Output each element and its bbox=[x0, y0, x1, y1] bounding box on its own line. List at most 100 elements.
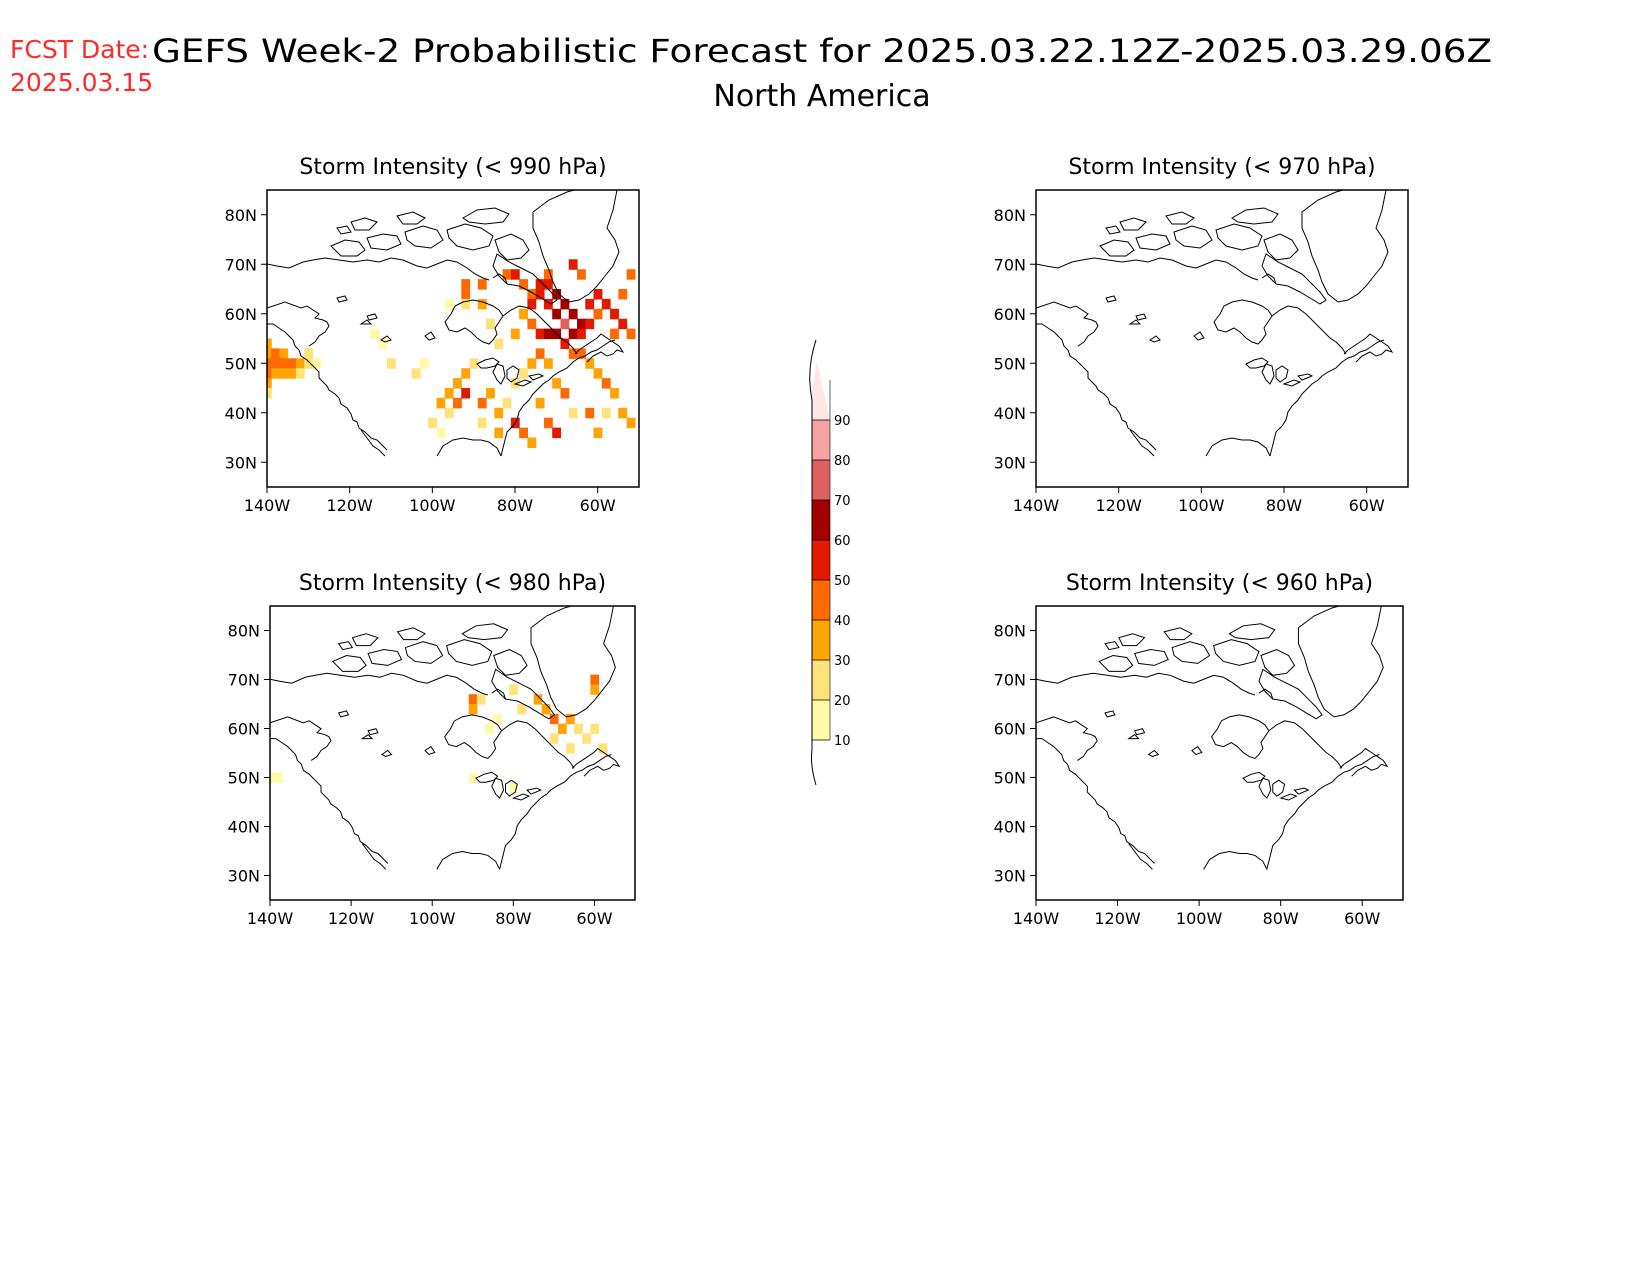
probability-cell bbox=[461, 368, 471, 379]
lon-tick-label: 120W bbox=[326, 496, 373, 515]
probability-cell bbox=[267, 348, 272, 359]
colorbar-label: 60 bbox=[834, 534, 851, 549]
lat-tick-label: 60N bbox=[228, 720, 260, 739]
lon-tick-label: 120W bbox=[328, 909, 375, 928]
probability-cell bbox=[287, 358, 297, 369]
lat-tick-label: 80N bbox=[994, 622, 1026, 641]
probability-cell bbox=[560, 318, 570, 330]
probability-cell bbox=[590, 684, 600, 695]
probability-cell bbox=[494, 427, 504, 439]
probability-cell bbox=[461, 279, 471, 290]
probability-cell bbox=[453, 378, 462, 389]
probability-cell bbox=[585, 318, 595, 330]
probability-cell bbox=[535, 289, 545, 300]
probability-cell bbox=[527, 437, 537, 448]
colorbar-segment bbox=[812, 700, 830, 740]
lat-tick-label: 80N bbox=[225, 206, 257, 225]
lat-tick-label: 30N bbox=[994, 867, 1026, 886]
lat-tick-label: 50N bbox=[225, 354, 257, 373]
probability-cell bbox=[494, 338, 504, 349]
probability-cell bbox=[541, 704, 551, 715]
probability-cell bbox=[510, 328, 520, 340]
lon-tick-label: 80W bbox=[1266, 496, 1302, 515]
lon-tick-label: 60W bbox=[576, 909, 612, 928]
colorbar-segment bbox=[812, 500, 830, 540]
map-panel: Storm Intensity (< 960 hPa) 140W 120W 100W 8… bbox=[994, 571, 1404, 928]
probability-cell bbox=[517, 704, 527, 715]
lon-tick-label: 100W bbox=[409, 496, 456, 515]
probability-cell bbox=[370, 328, 380, 340]
colorbar-segment bbox=[812, 620, 830, 660]
probability-cell bbox=[279, 348, 289, 359]
probability-cell bbox=[618, 318, 628, 330]
probability-cell bbox=[557, 723, 567, 734]
lon-tick-label: 140W bbox=[244, 496, 291, 515]
map-frame bbox=[269, 605, 636, 901]
colorbar: 10 20 30 40 50 60 70 80 90 bbox=[809, 339, 851, 786]
colorbar-label: 30 bbox=[834, 654, 851, 669]
probability-cell bbox=[543, 298, 553, 310]
probability-cell bbox=[593, 308, 603, 320]
probability-cell bbox=[468, 772, 478, 783]
lon-tick-label: 100W bbox=[1176, 909, 1223, 928]
map-panel: Storm Intensity (< 990 hPa) 140W 120W 100W 8… bbox=[225, 155, 640, 515]
probability-cell bbox=[598, 743, 608, 754]
probability-cell bbox=[461, 289, 471, 300]
probability-cell bbox=[577, 348, 586, 359]
lon-tick-label: 140W bbox=[1013, 909, 1060, 928]
probability-cell bbox=[560, 338, 570, 349]
lat-tick-label: 30N bbox=[994, 453, 1026, 472]
fcst-date-label: FCST Date: bbox=[10, 35, 149, 64]
map-panel: Storm Intensity (< 980 hPa) 140W 120W 100W 8… bbox=[228, 571, 636, 928]
probability-cell bbox=[461, 298, 471, 310]
probability-cell bbox=[386, 358, 396, 369]
probability-cell bbox=[535, 348, 545, 359]
lon-tick-label: 80W bbox=[1263, 909, 1299, 928]
probability-cell bbox=[411, 368, 421, 379]
lat-tick-label: 50N bbox=[994, 769, 1026, 788]
probability-cell bbox=[502, 397, 512, 409]
probability-cell bbox=[549, 733, 559, 744]
probability-cell bbox=[476, 694, 486, 705]
probability-cell bbox=[618, 407, 628, 419]
lat-tick-label: 80N bbox=[994, 206, 1026, 225]
colorbar-segment bbox=[812, 540, 830, 580]
probability-cell bbox=[552, 427, 562, 439]
lat-tick-label: 30N bbox=[228, 867, 260, 886]
colorbar-outline bbox=[809, 339, 817, 786]
probability-cell bbox=[279, 368, 289, 379]
map-frame bbox=[1035, 605, 1404, 901]
lat-tick-label: 50N bbox=[228, 769, 260, 788]
probability-cell bbox=[509, 782, 518, 793]
probability-cell bbox=[270, 772, 275, 783]
probability-cell bbox=[461, 388, 471, 399]
probability-cell bbox=[468, 704, 478, 715]
probability-cell bbox=[444, 407, 454, 419]
coastline bbox=[1036, 606, 1388, 870]
probability-cell bbox=[533, 694, 543, 705]
probability-cell bbox=[568, 259, 578, 270]
map-frame bbox=[1035, 189, 1409, 488]
probability-cell bbox=[287, 368, 297, 379]
probability-cell bbox=[610, 308, 619, 320]
colorbar-segment bbox=[812, 362, 830, 420]
colorbar-label: 50 bbox=[834, 574, 851, 589]
probability-cell bbox=[267, 378, 272, 389]
colorbar-segment bbox=[812, 460, 830, 500]
probability-cell bbox=[527, 298, 537, 310]
lat-tick-label: 40N bbox=[225, 404, 257, 423]
probability-cell bbox=[509, 684, 518, 695]
probability-cell bbox=[593, 427, 603, 439]
lat-tick-label: 60N bbox=[994, 720, 1026, 739]
probability-cell bbox=[527, 318, 537, 330]
probability-cell bbox=[593, 289, 603, 300]
probability-cell bbox=[590, 723, 600, 734]
lat-tick-label: 70N bbox=[994, 255, 1026, 274]
lat-tick-label: 70N bbox=[228, 671, 260, 690]
probability-cell bbox=[552, 378, 562, 389]
probability-cell bbox=[444, 298, 454, 310]
probability-cell bbox=[626, 269, 636, 280]
colorbar-segment bbox=[812, 660, 830, 700]
probability-cell bbox=[519, 368, 528, 379]
lat-tick-label: 50N bbox=[994, 354, 1026, 373]
